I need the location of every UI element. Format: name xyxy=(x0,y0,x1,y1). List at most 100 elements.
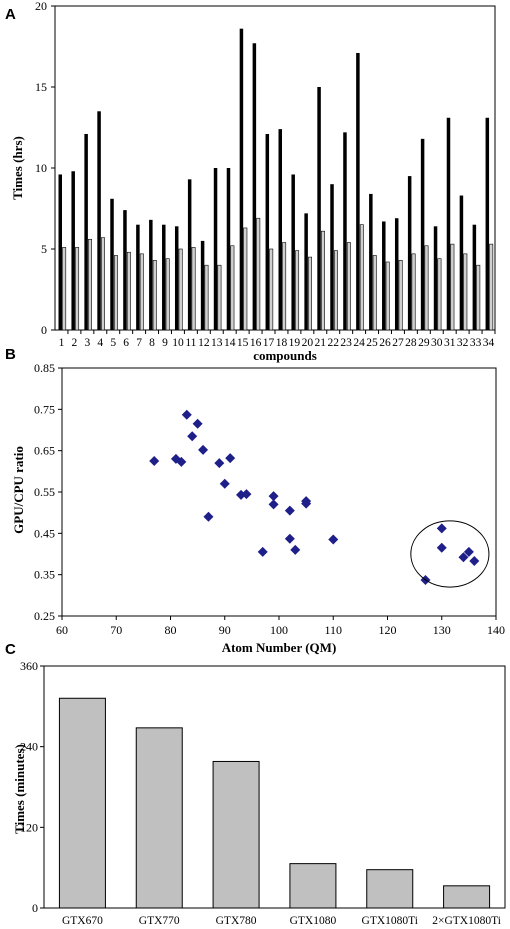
panel-a-letter: A xyxy=(5,6,16,23)
panel-a-x-tick-label: 30 xyxy=(431,337,443,349)
panel-b-x-tick-label: 90 xyxy=(219,623,231,637)
panel-b-y-axis-label: GPU/CPU ratio xyxy=(11,446,26,534)
panel-a-bar-series2 xyxy=(308,256,312,331)
panel-a-bar-series2 xyxy=(126,251,131,331)
panel-a-bar-series1 xyxy=(407,176,412,330)
panel-a-y-tick-label: 10 xyxy=(35,161,47,175)
panel-a-x-tick-label: 28 xyxy=(405,337,417,349)
panel-b-y-tick-label: 0.45 xyxy=(34,526,55,540)
panel-b: B 0.25 0.35 0.45 0.55 0.65 0.75 0.85 60 70 80 90 10… xyxy=(5,346,505,655)
panel-c-bar xyxy=(289,863,337,909)
panel-b-y-tick-label: 0.75 xyxy=(34,402,55,416)
panel-a-bar-series1 xyxy=(330,184,334,330)
panel-a-bar-series2 xyxy=(321,230,325,331)
panel-a-bar-series1 xyxy=(174,226,179,330)
panel-a-bar-series2 xyxy=(489,243,494,331)
panel-b-x-tick-label: 110 xyxy=(324,623,342,637)
panel-c-y-tick-label: 240 xyxy=(20,740,38,754)
panel-b-point xyxy=(268,499,279,510)
panel-a-bar-series2 xyxy=(178,248,183,331)
panel-a-bar-series2 xyxy=(424,245,429,331)
panel-a-bar-series1 xyxy=(394,218,399,330)
panel-c-plot-area: 0 120 240 360 GTX670 GTX770 GTX780 GTX1080 GTX10… xyxy=(20,659,506,927)
panel-b-point xyxy=(149,456,160,466)
panel-a-x-tick-label: 19 xyxy=(289,337,301,349)
panel-b-point xyxy=(301,498,312,509)
panel-a-bar-series1 xyxy=(213,168,218,330)
panel-a-x-tick-label: 32 xyxy=(457,337,469,349)
panel-a-bar-series2 xyxy=(333,250,338,331)
panel-a-bar-series1 xyxy=(369,193,373,330)
panel-b-point xyxy=(328,534,339,545)
panel-b-point xyxy=(241,489,252,500)
panel-b-x-tick-label: 130 xyxy=(433,623,451,637)
panel-b-point xyxy=(192,418,203,429)
panel-b-point xyxy=(436,542,447,553)
panel-a-bar-series2 xyxy=(476,264,481,331)
panel-b-point xyxy=(181,409,192,420)
panel-a-bar-series2 xyxy=(88,238,92,331)
panel-a-bar-series1 xyxy=(239,28,244,331)
panel-a-x-tick-label: 26 xyxy=(379,337,391,349)
panel-a-y-tick-label: 15 xyxy=(35,80,47,94)
panel-a-x-tick-label: 10 xyxy=(172,337,184,349)
panel-a-bar-series2 xyxy=(230,245,235,331)
panel-c: C 0 120 240 360 GTX670 GTX770 GTX780 GTX1080 GTX… xyxy=(5,641,506,927)
panel-c-x-tick-label: 2×GTX1080Ti xyxy=(432,915,501,927)
panel-a-bar-series1 xyxy=(291,174,295,330)
panel-a-bar-series2 xyxy=(372,255,377,331)
panel-a-x-tick-label: 22 xyxy=(327,337,339,349)
panel-a-bar-series2 xyxy=(101,237,105,331)
panel-a-x-tick-label: 5 xyxy=(110,337,116,349)
panel-a-x-tick-label: 7 xyxy=(136,337,142,349)
panel-a-bar-series2 xyxy=(256,217,261,331)
panel-c-bar xyxy=(443,885,491,909)
panel-b-y-tick-label: 0.85 xyxy=(34,361,55,375)
panel-a-y-tick-label: 20 xyxy=(35,0,47,13)
panel-b-highlight-ellipse xyxy=(410,520,490,588)
panel-a-x-tick-label: 14 xyxy=(224,337,236,349)
panel-a-bar-series1 xyxy=(278,129,282,330)
panel-c-x-tick-label: GTX670 xyxy=(62,915,103,927)
panel-a-x-tick-label: 11 xyxy=(185,337,196,349)
panel-c-x-tick-label: GTX1080 xyxy=(290,915,337,927)
panel-a-bar-series2 xyxy=(437,258,442,331)
panel-a-bar-series1 xyxy=(317,87,321,330)
panel-a-bar-series1 xyxy=(84,133,88,330)
panel-a-bar-series1 xyxy=(58,174,62,330)
panel-a-bar-series1 xyxy=(356,52,360,330)
panel-b-point xyxy=(257,546,268,557)
panel-a-bar-series1 xyxy=(110,198,114,330)
panel-a-x-tick-label: 20 xyxy=(302,337,314,349)
panel-b-x-tick-label: 120 xyxy=(379,623,397,637)
panel-b-x-axis-label: Atom Number (QM) xyxy=(222,640,337,655)
panel-b-letter: B xyxy=(5,346,16,363)
panel-c-y-tick-label: 0 xyxy=(32,901,38,915)
panel-a-x-axis-label: compounds xyxy=(253,348,317,363)
panel-a-bar-series1 xyxy=(304,213,308,330)
panel-a-bar-series1 xyxy=(97,111,101,330)
panel-a-x-tick-label: 15 xyxy=(237,337,249,349)
panel-a-bar-series1 xyxy=(446,117,451,330)
panel-a-x-tick-label: 6 xyxy=(123,337,129,349)
panel-a-bar-series2 xyxy=(62,247,67,331)
panel-a-x-tick-label: 25 xyxy=(366,337,378,349)
panel-a-bar-series2 xyxy=(450,243,455,331)
panel-c-x-tick-label: GTX780 xyxy=(216,915,257,927)
panel-a-bar-series2 xyxy=(269,248,274,331)
panel-c-y-tick-label: 360 xyxy=(20,659,38,673)
panel-a-x-tick-label: 13 xyxy=(211,337,223,349)
panel-c-letter: C xyxy=(5,641,16,658)
panel-a-bar-series1 xyxy=(459,195,464,330)
panel-a-x-tick-label: 23 xyxy=(340,337,352,349)
panel-a-bar-series2 xyxy=(204,264,209,331)
panel-a-bar-series1 xyxy=(187,179,192,330)
panel-a-y-axis-label: Times (hrs) xyxy=(10,136,25,200)
panel-b-point xyxy=(436,523,447,534)
panel-c-x-tick-label: GTX770 xyxy=(139,915,180,927)
panel-a-x-tick-label: 21 xyxy=(315,337,327,349)
panel-a-bar-series2 xyxy=(113,255,118,331)
panel-a-bar-series1 xyxy=(252,43,257,330)
panel-a-bar-series2 xyxy=(191,247,196,331)
